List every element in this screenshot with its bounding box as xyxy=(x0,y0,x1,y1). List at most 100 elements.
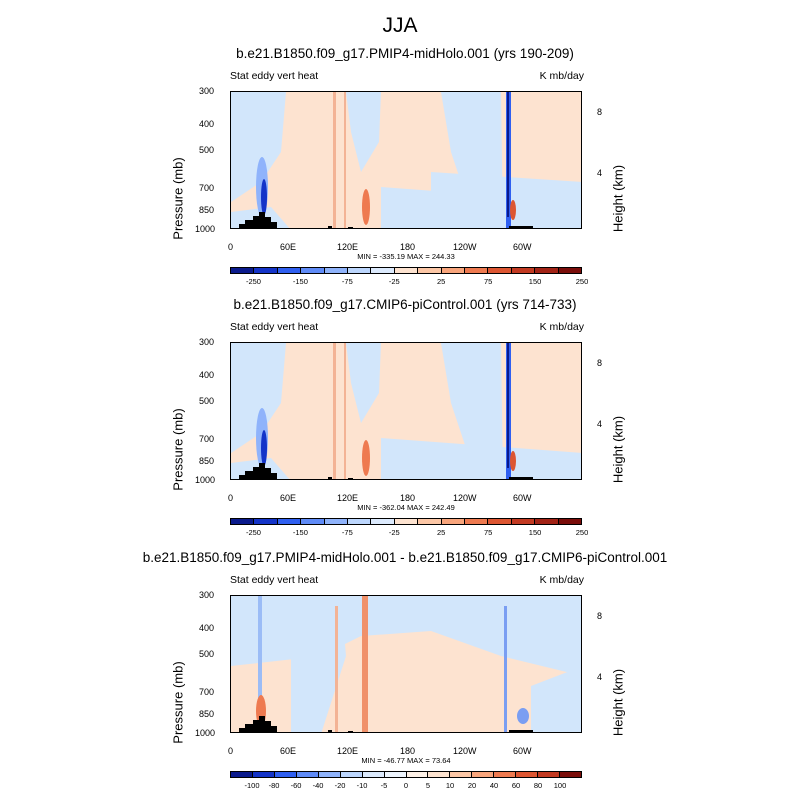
y-tick-label: 400 xyxy=(199,370,215,380)
colorbar-tick-label: 20 xyxy=(467,781,477,790)
topography xyxy=(328,477,332,479)
y-tick-label: 500 xyxy=(199,396,215,406)
topography xyxy=(239,463,277,479)
colorbar-tick-label: -5 xyxy=(380,781,388,790)
panel-title: b.e21.B1850.f09_g17.PMIP4-midHolo.001 (y… xyxy=(236,46,574,61)
colorbar-tick-label: -250 xyxy=(245,528,261,537)
negative-region xyxy=(231,92,286,202)
positive-band xyxy=(333,343,336,479)
min-max-text: MIN = -335.19 MAX = 244.33 xyxy=(357,252,455,261)
negative-band xyxy=(258,596,262,732)
colorbar-tick-label: 10 xyxy=(445,781,455,790)
left-label: Stat eddy vert heat xyxy=(230,574,319,586)
y-axis-right-label: Height (km) xyxy=(610,164,626,233)
negative-region xyxy=(441,343,503,479)
colorbar-tick-label: 5 xyxy=(425,781,431,790)
colorbar-tick-label: 75 xyxy=(483,528,493,537)
figure-title: JJA xyxy=(382,14,418,37)
colorbar-tick-label: -150 xyxy=(292,528,308,537)
y-tick-label: 1000 xyxy=(195,224,216,234)
y-tick-label: 1000 xyxy=(195,475,216,485)
heatmap-plot xyxy=(230,342,582,480)
x-tick-label: 60W xyxy=(513,242,532,252)
positive-band xyxy=(335,606,338,732)
colorbar-tick-label: 80 xyxy=(533,781,543,790)
colorbar xyxy=(230,518,582,525)
colorbar-tick-label: -250 xyxy=(245,277,261,286)
min-max-text: MIN = -46.77 MAX = 73.64 xyxy=(361,756,451,765)
panel-title: b.e21.B1850.f09_g17.CMIP6-piControl.001 … xyxy=(233,297,577,312)
negative-band xyxy=(507,92,509,217)
colorbar-tick-label: 150 xyxy=(528,528,542,537)
heatmap-plot xyxy=(230,595,582,733)
colorbar-tick-label: 150 xyxy=(528,277,542,286)
y-tick-label: 850 xyxy=(199,456,215,466)
colorbar-tick-label: -25 xyxy=(388,277,400,286)
y-tick-label: 850 xyxy=(199,709,215,719)
left-label: Stat eddy vert heat xyxy=(230,321,319,333)
y-axis-right-label: Height (km) xyxy=(610,668,626,737)
colorbar-tick-label: -40 xyxy=(312,781,324,790)
x-tick-label: 0 xyxy=(228,242,234,252)
positive-band xyxy=(344,92,346,228)
negative-region xyxy=(381,438,581,479)
topography xyxy=(348,227,353,228)
colorbar-tick-label: 40 xyxy=(489,781,499,790)
colorbar xyxy=(230,267,582,274)
positive-band xyxy=(344,343,346,479)
y-right-tick-label: 4 xyxy=(597,672,603,682)
y-right-tick-label: 8 xyxy=(597,107,603,117)
x-tick-label: 0 xyxy=(228,746,234,756)
negative-core xyxy=(261,179,267,215)
x-tick-label: 180 xyxy=(400,242,416,252)
colorbar-tick-label: 25 xyxy=(437,277,446,286)
y-tick-label: 700 xyxy=(199,687,215,697)
topography xyxy=(328,730,332,732)
right-label: K mb/day xyxy=(539,321,584,333)
x-tick-label: 180 xyxy=(400,493,416,503)
negative-core xyxy=(261,430,267,466)
colorbar-tick-label: -150 xyxy=(292,277,308,286)
right-label: K mb/day xyxy=(539,70,584,82)
colorbar-tick-label: 100 xyxy=(553,781,567,790)
positive-band xyxy=(362,596,368,732)
topography xyxy=(239,212,277,228)
y-axis-label: Pressure (mb) xyxy=(170,408,186,491)
right-label: K mb/day xyxy=(539,574,584,586)
colorbar-tick-label: -80 xyxy=(268,781,280,790)
x-tick-label: 120W xyxy=(453,242,477,252)
panel-2: b.e21.B1850.f09_g17.CMIP6-piControl.001 … xyxy=(0,297,800,557)
topography xyxy=(328,226,332,228)
x-tick-label: 60W xyxy=(513,746,532,756)
left-label: Stat eddy vert heat xyxy=(230,70,319,82)
topography xyxy=(509,730,533,732)
panel-3: b.e21.B1850.f09_g17.PMIP4-midHolo.001 - … xyxy=(0,550,800,810)
min-max-text: MIN = -362.04 MAX = 242.49 xyxy=(357,503,455,512)
colorbar-tick-label: -10 xyxy=(356,781,368,790)
y-right-tick-label: 8 xyxy=(597,611,603,621)
x-tick-label: 120E xyxy=(337,242,359,252)
colorbar-tick-label: -75 xyxy=(341,528,353,537)
panel-1: b.e21.B1850.f09_g17.PMIP4-midHolo.001 (y… xyxy=(0,46,800,306)
colorbar-tick-label: -20 xyxy=(334,781,346,790)
positive-band xyxy=(333,92,336,228)
negative-region xyxy=(381,187,581,228)
positive-core xyxy=(510,451,516,471)
colorbar-tick-label: 0 xyxy=(403,781,409,790)
colorbar-tick-label: -75 xyxy=(341,277,353,286)
negative-region xyxy=(346,343,381,423)
y-tick-label: 700 xyxy=(199,183,215,193)
colorbar-tick-label: 250 xyxy=(575,277,589,286)
topography xyxy=(239,716,277,732)
negative-region xyxy=(231,343,286,453)
y-tick-label: 850 xyxy=(199,205,215,215)
y-tick-label: 300 xyxy=(199,590,215,600)
negative-band xyxy=(504,606,507,732)
y-right-tick-label: 4 xyxy=(597,168,603,178)
y-tick-label: 300 xyxy=(199,337,215,347)
y-tick-label: 700 xyxy=(199,434,215,444)
y-right-tick-label: 4 xyxy=(597,419,603,429)
topography xyxy=(509,477,533,479)
colorbar-tick-label: -60 xyxy=(290,781,302,790)
x-tick-label: 120W xyxy=(453,746,477,756)
